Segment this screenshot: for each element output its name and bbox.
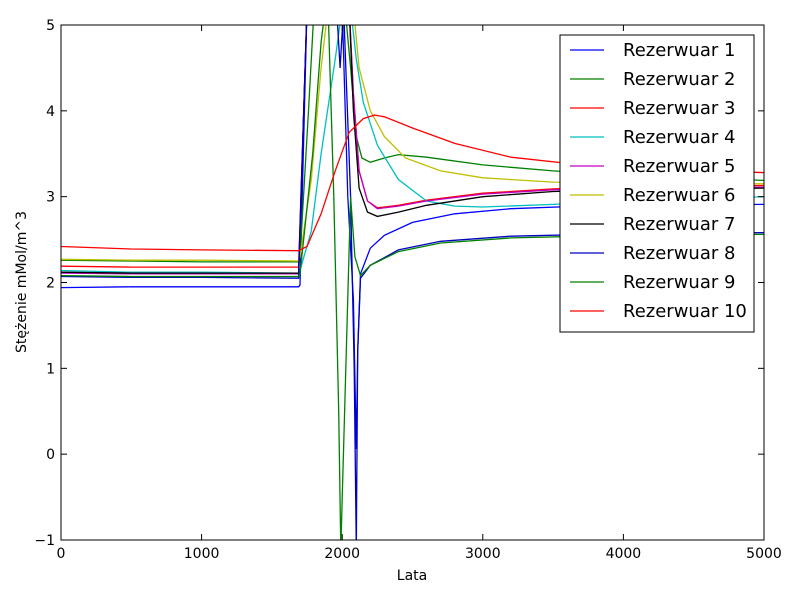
legend-label-6: Rezerwuar 6 — [623, 185, 735, 206]
legend-label-7: Rezerwuar 7 — [623, 214, 735, 235]
legend-label-8: Rezerwuar 8 — [623, 243, 735, 264]
legend-label-4: Rezerwuar 4 — [623, 127, 735, 148]
x-tick-label: 2000 — [324, 546, 360, 562]
legend-label-10: Rezerwuar 10 — [623, 301, 747, 322]
y-tick-label: 4 — [46, 104, 55, 120]
y-tick-label: 1 — [46, 361, 55, 377]
legend: Rezerwuar 1 Rezerwuar 2 Rezerwuar 3 Rezerwu… — [559, 34, 755, 333]
legend-label-5: Rezerwuar 5 — [623, 156, 735, 177]
y-tick-label: 2 — [46, 276, 55, 292]
y-tick-label: 3 — [46, 190, 55, 206]
x-axis-label: Lata — [397, 568, 427, 584]
series-lines — [61, 25, 764, 540]
legend-label-2: Rezerwuar 2 — [623, 69, 735, 90]
y-axis-ticks: −1 0 1 2 3 4 5 — [34, 18, 764, 549]
series-line-8 — [61, 25, 764, 540]
legend-label-3: Rezerwuar 3 — [623, 98, 735, 119]
legend-label-1: Rezerwuar 1 — [623, 40, 735, 61]
legend-label-9: Rezerwuar 9 — [623, 272, 735, 293]
series-line-6 — [61, 25, 764, 262]
series-line-5 — [61, 25, 764, 275]
series-line-9 — [61, 25, 764, 540]
y-tick-label: −1 — [34, 533, 55, 549]
x-tick-label: 5000 — [746, 546, 782, 562]
series-line-10 — [61, 114, 764, 252]
x-axis-ticks: 0 1000 2000 3000 4000 5000 — [57, 25, 782, 562]
y-tick-label: 0 — [46, 447, 55, 463]
x-tick-label: 0 — [57, 546, 66, 562]
y-tick-label: 5 — [46, 18, 55, 34]
x-tick-label: 3000 — [465, 546, 501, 562]
y-axis-label: Stężenie mMol/m^3 — [14, 211, 30, 353]
x-tick-label: 1000 — [184, 546, 220, 562]
x-tick-label: 4000 — [606, 546, 642, 562]
series-line-7 — [61, 25, 764, 274]
